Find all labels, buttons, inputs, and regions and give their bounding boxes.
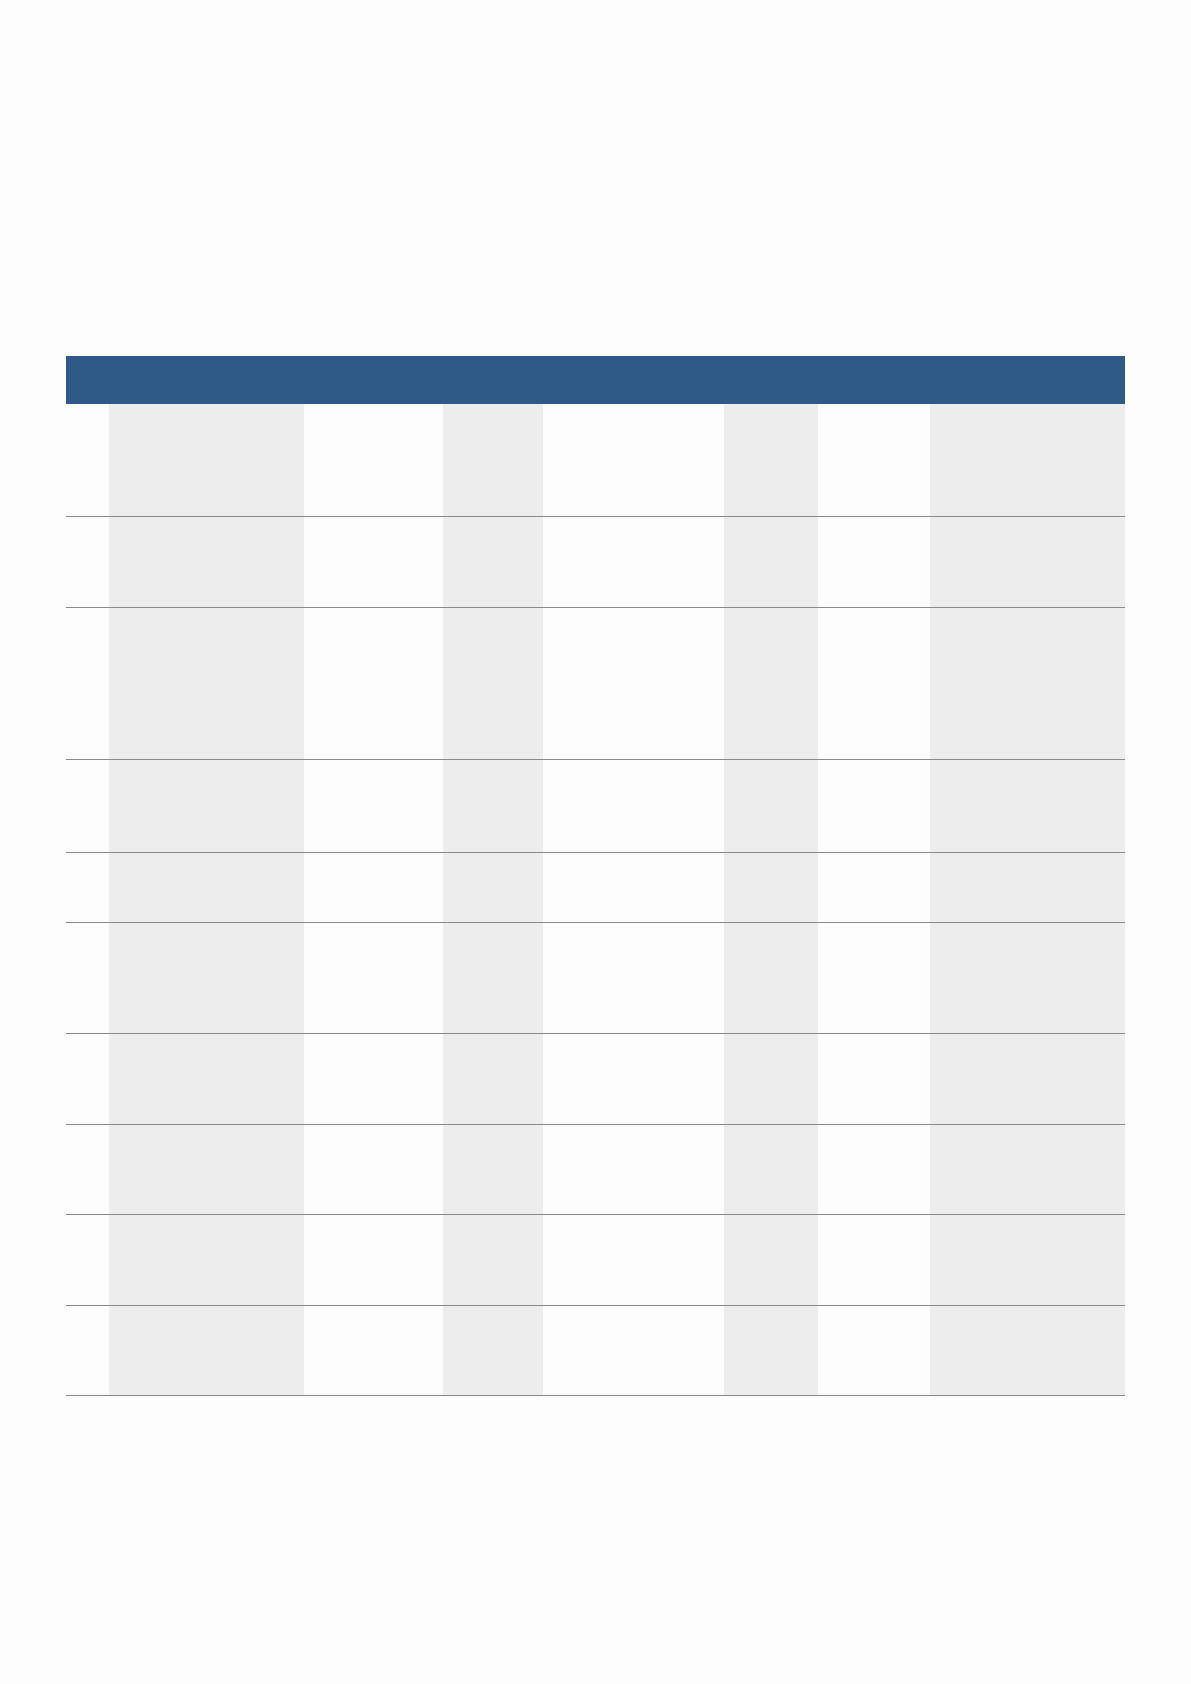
row-rule (66, 852, 1125, 853)
row-rule (66, 1305, 1125, 1306)
shaded-column (930, 404, 1125, 1395)
row-rule (66, 1033, 1125, 1034)
shaded-column (109, 404, 304, 1395)
shaded-column (724, 404, 818, 1395)
row-rule (66, 759, 1125, 760)
table-header (66, 356, 1125, 404)
row-rule (66, 607, 1125, 608)
row-rule (66, 1124, 1125, 1125)
row-rule (66, 922, 1125, 923)
row-rule (66, 1214, 1125, 1215)
shaded-column (443, 404, 543, 1395)
row-rule (66, 516, 1125, 517)
row-rule (66, 1395, 1125, 1396)
